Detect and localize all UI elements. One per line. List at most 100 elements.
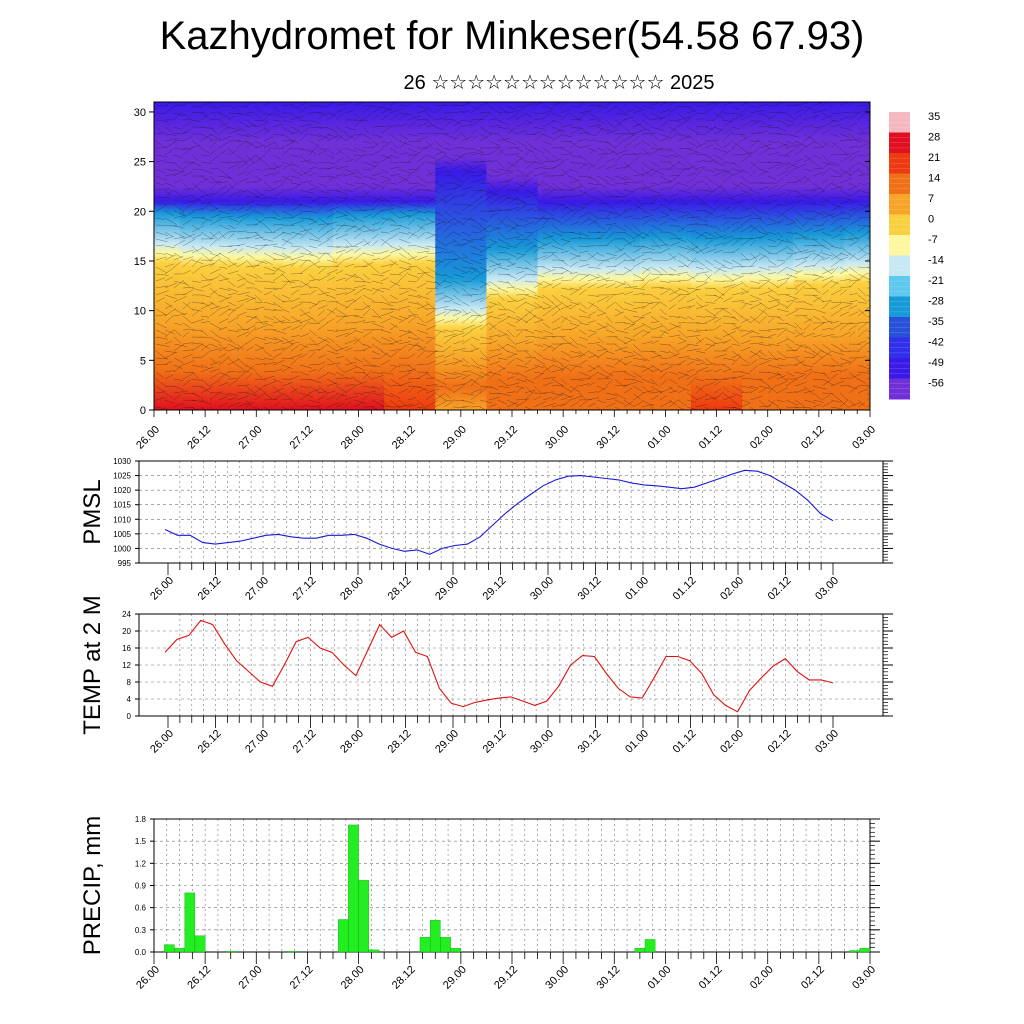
wind-barb	[173, 344, 184, 352]
wind-barb	[659, 287, 671, 290]
wind-barb	[182, 238, 196, 247]
wind-barb	[578, 343, 587, 349]
wind-barb	[461, 399, 475, 404]
wind-barb	[317, 223, 329, 233]
wind-barb	[605, 322, 616, 329]
wind-barb	[173, 329, 182, 337]
wind-barb	[839, 133, 851, 139]
wind-barb	[362, 208, 374, 212]
wind-barb	[245, 142, 254, 149]
wind-barb	[794, 126, 805, 135]
wind-barb	[425, 325, 437, 331]
wind-barb	[704, 154, 718, 163]
wind-barb	[776, 183, 787, 191]
wind-barb	[443, 308, 458, 312]
wind-barb	[686, 195, 698, 198]
wind-barb	[191, 180, 202, 191]
wind-barb	[569, 401, 580, 408]
wind-barb	[731, 399, 740, 407]
wind-barb	[506, 399, 519, 406]
wind-barb	[686, 361, 695, 366]
x-tick-label: 02.12	[799, 424, 827, 452]
wind-barb	[632, 203, 644, 210]
wind-barb	[308, 348, 321, 352]
y-tick-label: 1010	[113, 515, 131, 524]
wind-barb	[425, 119, 436, 128]
wind-barb	[164, 308, 176, 317]
wind-barb	[290, 247, 300, 254]
wind-barb	[623, 266, 632, 272]
wind-barb	[785, 190, 793, 198]
wind-barb	[407, 256, 418, 261]
wind-barb	[641, 196, 655, 200]
wind-barb	[497, 266, 510, 271]
wind-barb	[542, 397, 552, 401]
wind-barb	[821, 333, 835, 338]
wind-barb	[506, 358, 516, 366]
wind-barb	[776, 387, 788, 394]
wind-barb	[308, 196, 321, 205]
wind-barb	[200, 399, 212, 405]
wind-barb	[830, 309, 842, 317]
wind-barb	[533, 319, 544, 324]
wind-barb	[317, 406, 323, 410]
wind-barb	[380, 250, 389, 254]
wind-barb	[830, 373, 839, 380]
wind-barb	[848, 300, 858, 303]
wind-barb	[749, 342, 764, 345]
wind-barb	[317, 309, 326, 317]
wind-barb	[812, 252, 825, 259]
wind-barb	[578, 329, 587, 335]
y-tick-label: 16	[122, 644, 131, 653]
wind-barb	[758, 130, 768, 135]
wind-barb	[416, 245, 430, 250]
wind-barb	[416, 250, 430, 254]
wind-barb	[299, 392, 313, 398]
wind-barb	[353, 102, 364, 107]
wind-barb	[344, 361, 357, 366]
wind-barb	[677, 182, 688, 187]
wind-barb	[785, 245, 797, 254]
wind-barb	[623, 175, 632, 180]
wind-barb	[506, 140, 516, 145]
wind-barb	[713, 336, 722, 341]
y-tick-label: 10	[134, 306, 146, 318]
wind-barb	[470, 202, 481, 212]
wind-barb	[659, 196, 668, 201]
wind-barb	[497, 343, 509, 353]
wind-barb	[299, 259, 311, 262]
wind-barb	[173, 170, 185, 177]
wind-barb	[371, 392, 382, 396]
wind-barb	[641, 378, 655, 385]
wind-barb	[794, 140, 807, 147]
wind-barb	[479, 357, 490, 361]
wind-barb	[677, 287, 689, 293]
wind-barb	[749, 254, 760, 261]
wind-barb	[614, 247, 625, 254]
y-axis-label: PRECIP, mm	[79, 816, 106, 956]
wind-barb	[740, 194, 754, 198]
wind-barb	[479, 336, 493, 340]
wind-barb	[353, 315, 364, 318]
wind-barb	[209, 118, 222, 121]
wind-barb	[866, 370, 870, 373]
wind-barb	[596, 244, 609, 247]
wind-barb	[173, 189, 182, 197]
wind-barb	[515, 378, 527, 383]
wind-barb	[344, 159, 355, 163]
wind-barb	[362, 175, 377, 180]
wind-barb	[281, 308, 290, 313]
wind-barb	[596, 322, 608, 329]
wind-barb	[731, 182, 743, 189]
wind-barb	[866, 266, 870, 268]
wind-barb	[587, 402, 597, 408]
wind-barb	[245, 259, 255, 269]
wind-barb	[218, 343, 228, 352]
wind-barb	[560, 342, 573, 345]
wind-barb	[650, 133, 658, 140]
wind-barb	[155, 277, 165, 282]
wind-barb	[821, 196, 831, 205]
wind-barb	[587, 104, 602, 107]
wind-barb	[335, 189, 348, 195]
wind-barb	[308, 336, 317, 345]
